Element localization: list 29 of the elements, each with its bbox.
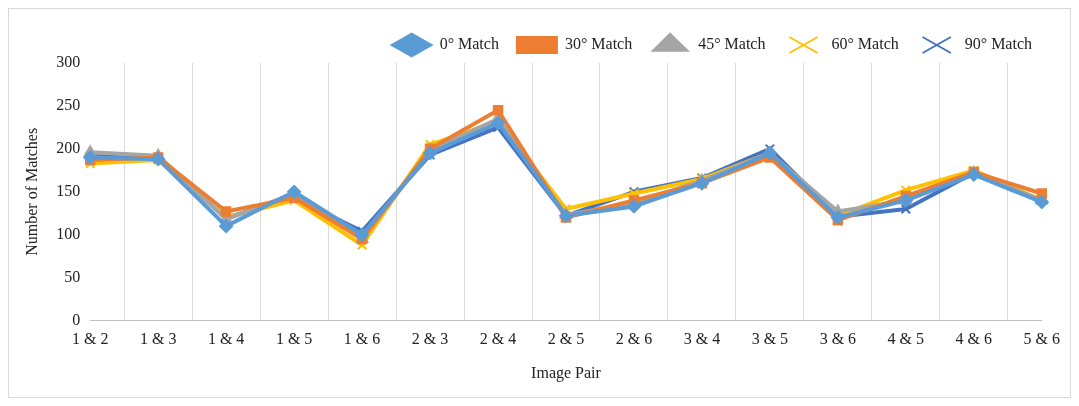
y-axis-title: Number of Matches (22, 127, 40, 256)
y-tick-label: 150 (56, 182, 81, 199)
y-tick-label: 300 (56, 53, 81, 71)
x-tick-label: 2 & 3 (411, 330, 449, 348)
y-tick-label: 250 (56, 96, 81, 114)
x-tick-label: 4 & 5 (887, 330, 925, 348)
x-tick-label: 3 & 5 (751, 330, 789, 348)
x-tick-label: 1 & 4 (207, 330, 245, 348)
x-tick-label: 5 & 6 (1023, 330, 1060, 348)
legend-label: 30° Match (564, 35, 633, 53)
legend-label: 0° Match (439, 35, 499, 53)
x-tick-label: 1 & 6 (343, 330, 381, 348)
x-tick-label: 2 & 5 (547, 330, 585, 348)
y-tick-label: 200 (56, 139, 81, 157)
x-tick-label: 4 & 6 (955, 330, 993, 348)
x-tick-label: 2 & 6 (615, 330, 653, 348)
x-tick-label: 1 & 3 (139, 330, 177, 348)
y-tick-label: 100 (56, 224, 81, 242)
legend-label: 45° Match (698, 35, 766, 53)
x-tick-label: 3 & 6 (819, 330, 857, 348)
legend-label: 60° Match (831, 35, 899, 53)
x-axis-title: Image Pair (531, 363, 602, 382)
x-tick-label: 2 & 4 (479, 330, 517, 348)
x-tick-label: 1 & 2 (71, 330, 109, 348)
y-tick-label: 0 (72, 310, 81, 328)
legend-label: 90° Match (964, 35, 1033, 53)
x-tick-label: 3 & 4 (683, 330, 721, 348)
y-tick-label: 50 (64, 267, 81, 285)
x-tick-label: 1 & 5 (275, 330, 313, 348)
